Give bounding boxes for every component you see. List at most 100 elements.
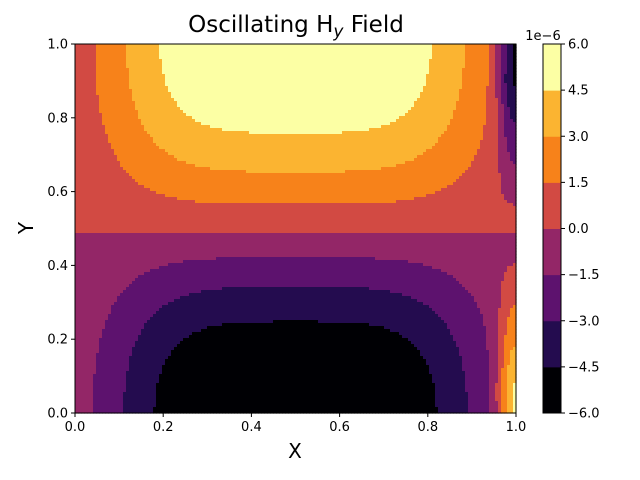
contour-cell (141, 95, 145, 99)
contour-cell (282, 95, 286, 99)
contour-cell (96, 107, 100, 111)
contour-cell (123, 110, 127, 114)
contour-cell (189, 104, 193, 108)
contour-cell (78, 95, 82, 99)
contour-cell (117, 137, 121, 141)
contour-cell (492, 71, 496, 75)
contour-cell (468, 143, 472, 147)
contour-cell (474, 113, 478, 117)
contour-cell (177, 113, 181, 117)
contour-cell (198, 89, 202, 93)
contour-cell (183, 137, 187, 141)
contour-cell (474, 101, 478, 105)
contour-cell (129, 65, 133, 69)
contour-cell (363, 128, 367, 132)
contour-cell (78, 89, 82, 93)
contour-cell (144, 92, 148, 96)
contour-cell (165, 83, 169, 87)
contour-cell (99, 101, 103, 105)
contour-cell (240, 77, 244, 81)
contour-cell (156, 59, 160, 63)
contour-cell (75, 95, 79, 99)
contour-cell (297, 44, 301, 48)
contour-cell (510, 107, 514, 111)
contour-cell (333, 125, 337, 129)
contour-cell (426, 128, 430, 132)
contour-cell (336, 110, 340, 114)
contour-cell (144, 101, 148, 105)
contour-cell (477, 50, 481, 54)
contour-cell (78, 143, 82, 147)
contour-cell (198, 134, 202, 138)
contour-cell (117, 44, 121, 48)
contour-cell (294, 98, 298, 102)
contour-cell (252, 62, 256, 66)
contour-cell (414, 86, 418, 90)
contour-cell (492, 137, 496, 141)
contour-cell (243, 65, 247, 69)
contour-cell (336, 122, 340, 126)
contour-cell (414, 122, 418, 126)
contour-cell (492, 113, 496, 117)
contour-cell (369, 74, 373, 78)
contour-cell (279, 107, 283, 111)
contour-cell (264, 122, 268, 126)
contour-cell (309, 44, 313, 48)
contour-cell (237, 137, 241, 141)
contour-cell (210, 92, 214, 96)
contour-cell (459, 113, 463, 117)
contour-cell (105, 98, 109, 102)
contour-cell (243, 116, 247, 120)
contour-cell (279, 86, 283, 90)
contour-cell (105, 119, 109, 123)
contour-cell (234, 110, 238, 114)
contour-cell (246, 89, 250, 93)
contour-cell (192, 89, 196, 93)
contour-cell (345, 80, 349, 84)
contour-cell (396, 98, 400, 102)
contour-cell (372, 50, 376, 54)
contour-cell (513, 77, 517, 81)
contour-cell (405, 95, 409, 99)
contour-cell (75, 59, 79, 63)
contour-cell (420, 122, 424, 126)
contour-cell (510, 86, 514, 90)
contour-cell (150, 86, 154, 90)
contour-cell (120, 116, 124, 120)
contour-cell (93, 92, 97, 96)
contour-cell (102, 125, 106, 129)
contour-cell (441, 53, 445, 57)
contour-cell (204, 104, 208, 108)
contour-cell (486, 113, 490, 117)
contour-cell (345, 71, 349, 75)
contour-cell (276, 68, 280, 72)
contour-cell (177, 71, 181, 75)
contour-cell (228, 98, 232, 102)
contour-cell (402, 107, 406, 111)
contour-cell (402, 62, 406, 66)
contour-cell (174, 134, 178, 138)
contour-cell (111, 116, 115, 120)
contour-cell (204, 71, 208, 75)
contour-cell (174, 47, 178, 51)
contour-cell (306, 104, 310, 108)
contour-cell (342, 128, 346, 132)
contour-cell (204, 44, 208, 48)
contour-cell (426, 68, 430, 72)
contour-cell (441, 113, 445, 117)
contour-cell (447, 134, 451, 138)
contour-cell (213, 134, 217, 138)
contour-cell (78, 119, 82, 123)
contour-cell (111, 128, 115, 132)
contour-cell (327, 101, 331, 105)
contour-cell (486, 59, 490, 63)
contour-cell (441, 56, 445, 60)
contour-cell (207, 107, 211, 111)
contour-cell (174, 137, 178, 141)
contour-cell (381, 95, 385, 99)
contour-cell (333, 89, 337, 93)
contour-cell (126, 68, 130, 72)
contour-cell (132, 83, 136, 87)
contour-cell (225, 59, 229, 63)
contour-cell (303, 44, 307, 48)
